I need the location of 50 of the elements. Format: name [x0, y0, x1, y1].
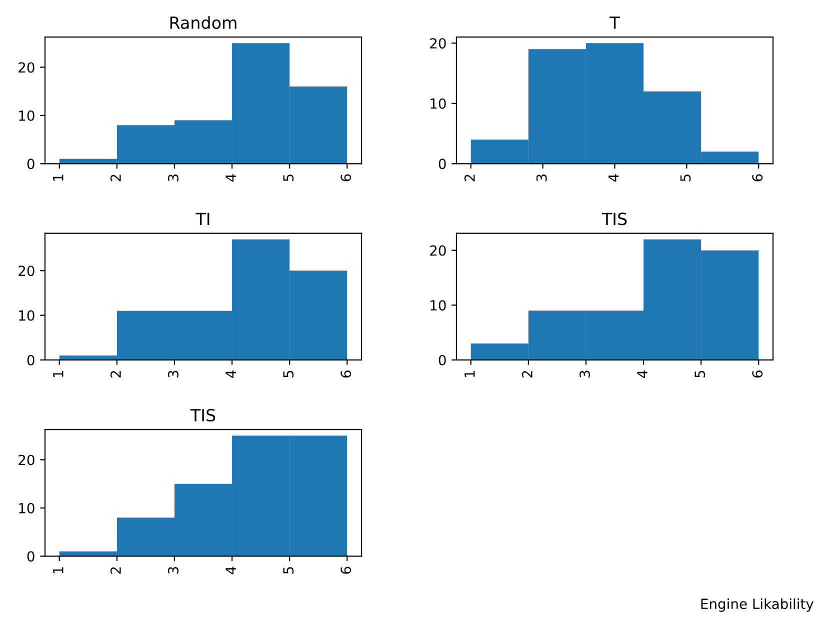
chart-title: TIS: [602, 212, 627, 226]
y-tick-label: 10: [430, 98, 446, 109]
chart-title: Random: [170, 16, 236, 29]
x-tick-label: 4: [226, 370, 236, 378]
y-tick-label: 20: [430, 245, 446, 256]
x-tick-label: 4: [637, 370, 648, 378]
x-tick-label: 5: [680, 174, 691, 182]
x-tick-label: 3: [168, 567, 179, 574]
x-tick-label: 6: [340, 566, 352, 574]
y-tick-label: 0: [438, 354, 446, 366]
x-tick-label: 3: [536, 174, 547, 182]
y-tick-label: 0: [438, 158, 446, 170]
chart-title: TIS: [190, 408, 216, 422]
x-tick-label: 3: [579, 370, 590, 378]
x-tick-label: 2: [110, 371, 121, 378]
x-tick-label: 4: [608, 174, 619, 182]
y-tick-label: 20: [18, 266, 34, 276]
x-tick-label: 6: [752, 174, 763, 182]
y-tick-label: 10: [19, 310, 34, 321]
y-tick-label: 20: [430, 38, 446, 49]
x-tick-label: 4: [226, 174, 236, 182]
x-tick-label: 1: [53, 174, 64, 181]
chart-title: T: [610, 16, 620, 29]
y-tick-label: 0: [27, 354, 34, 366]
x-tick-label: 5: [283, 567, 294, 574]
x-tick-label: 2: [464, 174, 475, 182]
x-tick-label: 5: [283, 174, 294, 182]
x-tick-label: 1: [53, 567, 64, 574]
y-tick-label: 10: [430, 300, 446, 311]
y-tick-label: 20: [18, 454, 34, 466]
x-tick-label: 1: [464, 370, 475, 377]
y-tick-label: 0: [27, 551, 34, 562]
x-tick-label: 5: [694, 370, 706, 378]
x-tick-label: 6: [752, 370, 763, 378]
x-tick-label: 6: [340, 370, 352, 378]
y-tick-label: 0: [27, 158, 34, 170]
x-tick-label: 6: [340, 174, 352, 182]
x-tick-label: 5: [283, 370, 294, 378]
x-tick-label: 1: [53, 370, 64, 377]
x-tick-label: 3: [168, 174, 179, 182]
y-tick-label: 10: [19, 110, 34, 121]
x-tick-label: 4: [226, 566, 236, 574]
y-tick-label: 10: [19, 502, 34, 514]
x-tick-label: 2: [110, 567, 121, 574]
text: Engine Likability: [701, 598, 814, 612]
x-tick-label: 2: [522, 371, 532, 378]
y-tick-label: 20: [18, 62, 34, 73]
x-tick-label: 3: [168, 370, 179, 378]
chart-title: TI: [196, 212, 210, 225]
x-tick-label: 2: [110, 174, 121, 182]
